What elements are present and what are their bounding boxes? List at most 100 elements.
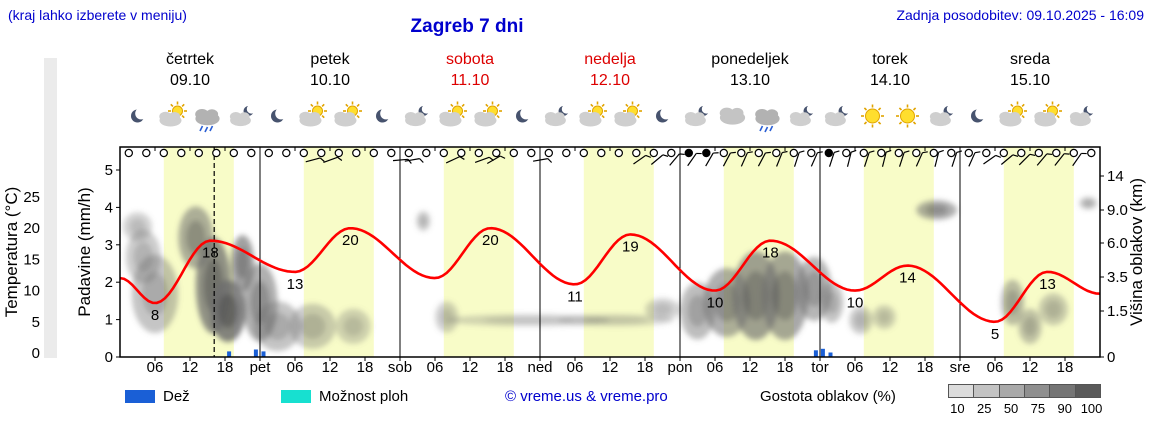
- svg-text:pet: pet: [250, 359, 272, 376]
- sun-icon: [896, 104, 919, 128]
- svg-text:8: 8: [151, 307, 159, 324]
- moon-cloud-icon: [229, 104, 256, 127]
- svg-text:18: 18: [637, 359, 654, 376]
- cloud-density-scale-bar: [948, 384, 1101, 398]
- svg-text:12: 12: [462, 359, 479, 376]
- svg-text:ned: ned: [527, 359, 552, 376]
- moon-cloud-icon: [824, 104, 851, 127]
- svg-text:12: 12: [602, 359, 619, 376]
- temperature-curve: [120, 226, 1100, 324]
- svg-text:18: 18: [202, 245, 219, 262]
- svg-text:10: 10: [707, 295, 724, 312]
- sun-cloud-icon: [474, 101, 502, 127]
- rain-legend-swatch: [125, 390, 155, 403]
- sun-cloud-icon: [999, 101, 1027, 127]
- temp-axis-title: Temperatura (°C): [2, 187, 21, 318]
- moon-icon: [131, 107, 148, 123]
- svg-text:06: 06: [287, 359, 304, 376]
- svg-text:12: 12: [182, 359, 199, 376]
- svg-text:1.5: 1.5: [1107, 303, 1128, 320]
- svg-text:0: 0: [105, 349, 113, 366]
- svg-text:11: 11: [567, 288, 583, 305]
- svg-text:5: 5: [105, 162, 113, 179]
- svg-text:3.5: 3.5: [1107, 269, 1128, 286]
- temp-colorbar: [44, 58, 57, 358]
- cloud-axis-title: Višina oblakov (km): [1127, 178, 1146, 326]
- svg-text:18: 18: [217, 359, 234, 376]
- svg-text:10: 10: [847, 295, 864, 312]
- svg-text:18: 18: [497, 359, 514, 376]
- svg-text:12: 12: [1022, 359, 1039, 376]
- moon-icon: [516, 107, 532, 123]
- svg-text:18: 18: [917, 359, 934, 376]
- last-update-text: Zadnja posodobitev: 09.10.2025 - 16:09: [896, 7, 1144, 23]
- svg-text:25: 25: [23, 189, 40, 206]
- sun-cloud-icon: [614, 101, 642, 127]
- precip-axis-title: Padavine (mm/h): [75, 187, 94, 316]
- moon-icon: [656, 107, 672, 123]
- svg-text:13: 13: [1039, 276, 1056, 293]
- moon-cloud-icon: [684, 104, 711, 127]
- svg-text:06: 06: [847, 359, 864, 376]
- rain-cloud-icon: [755, 109, 780, 133]
- svg-text:sre: sre: [950, 359, 971, 376]
- weather-icons: [131, 101, 1096, 133]
- sun-cloud-icon: [579, 101, 607, 127]
- svg-text:12: 12: [742, 359, 759, 376]
- svg-text:9.0: 9.0: [1107, 202, 1128, 219]
- svg-text:20: 20: [23, 220, 40, 237]
- svg-text:15: 15: [23, 251, 40, 268]
- svg-text:4: 4: [105, 199, 113, 216]
- svg-text:3: 3: [105, 237, 113, 254]
- sun-cloud-icon: [1034, 101, 1062, 127]
- svg-text:14: 14: [899, 270, 916, 287]
- svg-text:18: 18: [357, 359, 374, 376]
- svg-text:13: 13: [287, 276, 304, 293]
- svg-text:5: 5: [32, 314, 40, 331]
- copyright-link[interactable]: © vreme.us & vreme.pro: [505, 388, 668, 405]
- rain-cloud-icon: [195, 109, 220, 133]
- sun-cloud-icon: [299, 101, 327, 127]
- svg-text:tor: tor: [811, 359, 829, 376]
- svg-text:06: 06: [427, 359, 444, 376]
- showers-legend-swatch: [281, 390, 311, 403]
- svg-text:14: 14: [1107, 168, 1124, 185]
- svg-text:06: 06: [147, 359, 164, 376]
- moon-cloud-icon: [789, 104, 816, 127]
- svg-text:5: 5: [991, 326, 999, 343]
- sun-cloud-icon: [159, 101, 187, 127]
- svg-text:18: 18: [1057, 359, 1074, 376]
- moon-icon: [971, 107, 987, 123]
- cloud-density-scale-labels: 10 25 50 75 90 100: [950, 401, 1103, 416]
- moon-cloud-icon: [544, 104, 571, 127]
- moon-cloud-icon: [929, 104, 956, 127]
- location-menu-hint: (kraj lahko izberete v meniju): [8, 7, 187, 23]
- rain-legend-label: Dež: [163, 388, 190, 405]
- svg-text:19: 19: [622, 238, 639, 255]
- svg-text:18: 18: [777, 359, 794, 376]
- svg-text:18: 18: [762, 245, 779, 262]
- svg-text:06: 06: [987, 359, 1004, 376]
- moon-cloud-icon: [404, 104, 431, 127]
- rain-bars: [227, 348, 833, 357]
- svg-text:12: 12: [322, 359, 339, 376]
- svg-text:sob: sob: [388, 359, 412, 376]
- svg-text:1: 1: [105, 312, 113, 329]
- svg-text:06: 06: [567, 359, 584, 376]
- sun-icon: [861, 104, 884, 128]
- cloud-cover-symbols: [124, 148, 1096, 158]
- cloud-icon: [719, 107, 746, 125]
- svg-text:0: 0: [1107, 349, 1115, 366]
- svg-text:12: 12: [882, 359, 899, 376]
- svg-text:10: 10: [23, 283, 40, 300]
- svg-text:06: 06: [707, 359, 724, 376]
- sun-cloud-icon: [439, 101, 467, 127]
- moon-cloud-icon: [1069, 104, 1096, 127]
- svg-text:20: 20: [482, 232, 499, 249]
- sun-cloud-icon: [334, 101, 362, 127]
- svg-text:0: 0: [32, 345, 40, 362]
- showers-legend-label: Možnost ploh: [319, 388, 409, 405]
